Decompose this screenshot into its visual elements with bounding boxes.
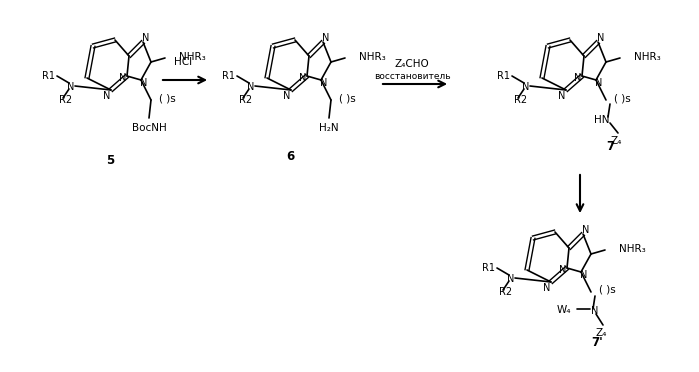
Text: N: N <box>543 283 551 293</box>
Text: N: N <box>143 33 150 43</box>
Text: Z₄: Z₄ <box>596 328 607 338</box>
Text: N: N <box>283 91 291 101</box>
Text: N: N <box>507 274 514 284</box>
Text: N: N <box>559 265 567 275</box>
Text: 6: 6 <box>286 150 294 163</box>
Text: BocNH: BocNH <box>131 123 166 133</box>
Text: NHR₃: NHR₃ <box>359 52 386 62</box>
Text: NHR₃: NHR₃ <box>179 52 206 62</box>
Text: Z₄CHO: Z₄CHO <box>395 59 429 69</box>
Text: N: N <box>575 73 582 83</box>
Text: H₂N: H₂N <box>319 123 339 133</box>
Text: N: N <box>67 82 75 92</box>
Text: R1: R1 <box>482 263 495 273</box>
Text: восстановитель: восстановитель <box>374 71 450 80</box>
Text: W₄: W₄ <box>556 305 571 315</box>
Text: HN: HN <box>594 115 610 125</box>
Text: HCl: HCl <box>174 57 192 67</box>
Text: ( )s: ( )s <box>599 285 616 295</box>
Text: N: N <box>322 33 330 43</box>
Text: 7: 7 <box>606 140 614 153</box>
Text: N: N <box>580 270 588 280</box>
Text: 5: 5 <box>106 154 114 167</box>
Text: N: N <box>559 91 565 101</box>
Text: R2: R2 <box>59 95 72 105</box>
Text: N: N <box>103 91 110 101</box>
Text: N: N <box>140 78 147 88</box>
Text: 7': 7' <box>591 336 603 349</box>
Text: R2: R2 <box>239 95 252 105</box>
Text: N: N <box>596 78 603 88</box>
Text: ( )s: ( )s <box>339 93 356 103</box>
Text: N: N <box>320 78 328 88</box>
Text: ( )s: ( )s <box>614 93 630 103</box>
Text: Z₄: Z₄ <box>610 136 621 146</box>
Text: N: N <box>591 306 598 316</box>
Text: N: N <box>247 82 254 92</box>
Text: R1: R1 <box>42 71 55 81</box>
Text: N: N <box>598 33 605 43</box>
Text: N: N <box>299 73 307 83</box>
Text: R2: R2 <box>499 287 512 297</box>
Text: N: N <box>522 82 530 92</box>
Text: R2: R2 <box>514 95 527 105</box>
Text: ( )s: ( )s <box>159 93 175 103</box>
Text: NHR₃: NHR₃ <box>634 52 661 62</box>
Text: N: N <box>120 73 127 83</box>
Text: NHR₃: NHR₃ <box>619 244 646 254</box>
Text: R1: R1 <box>222 71 235 81</box>
Text: N: N <box>582 225 590 235</box>
Text: R1: R1 <box>497 71 510 81</box>
